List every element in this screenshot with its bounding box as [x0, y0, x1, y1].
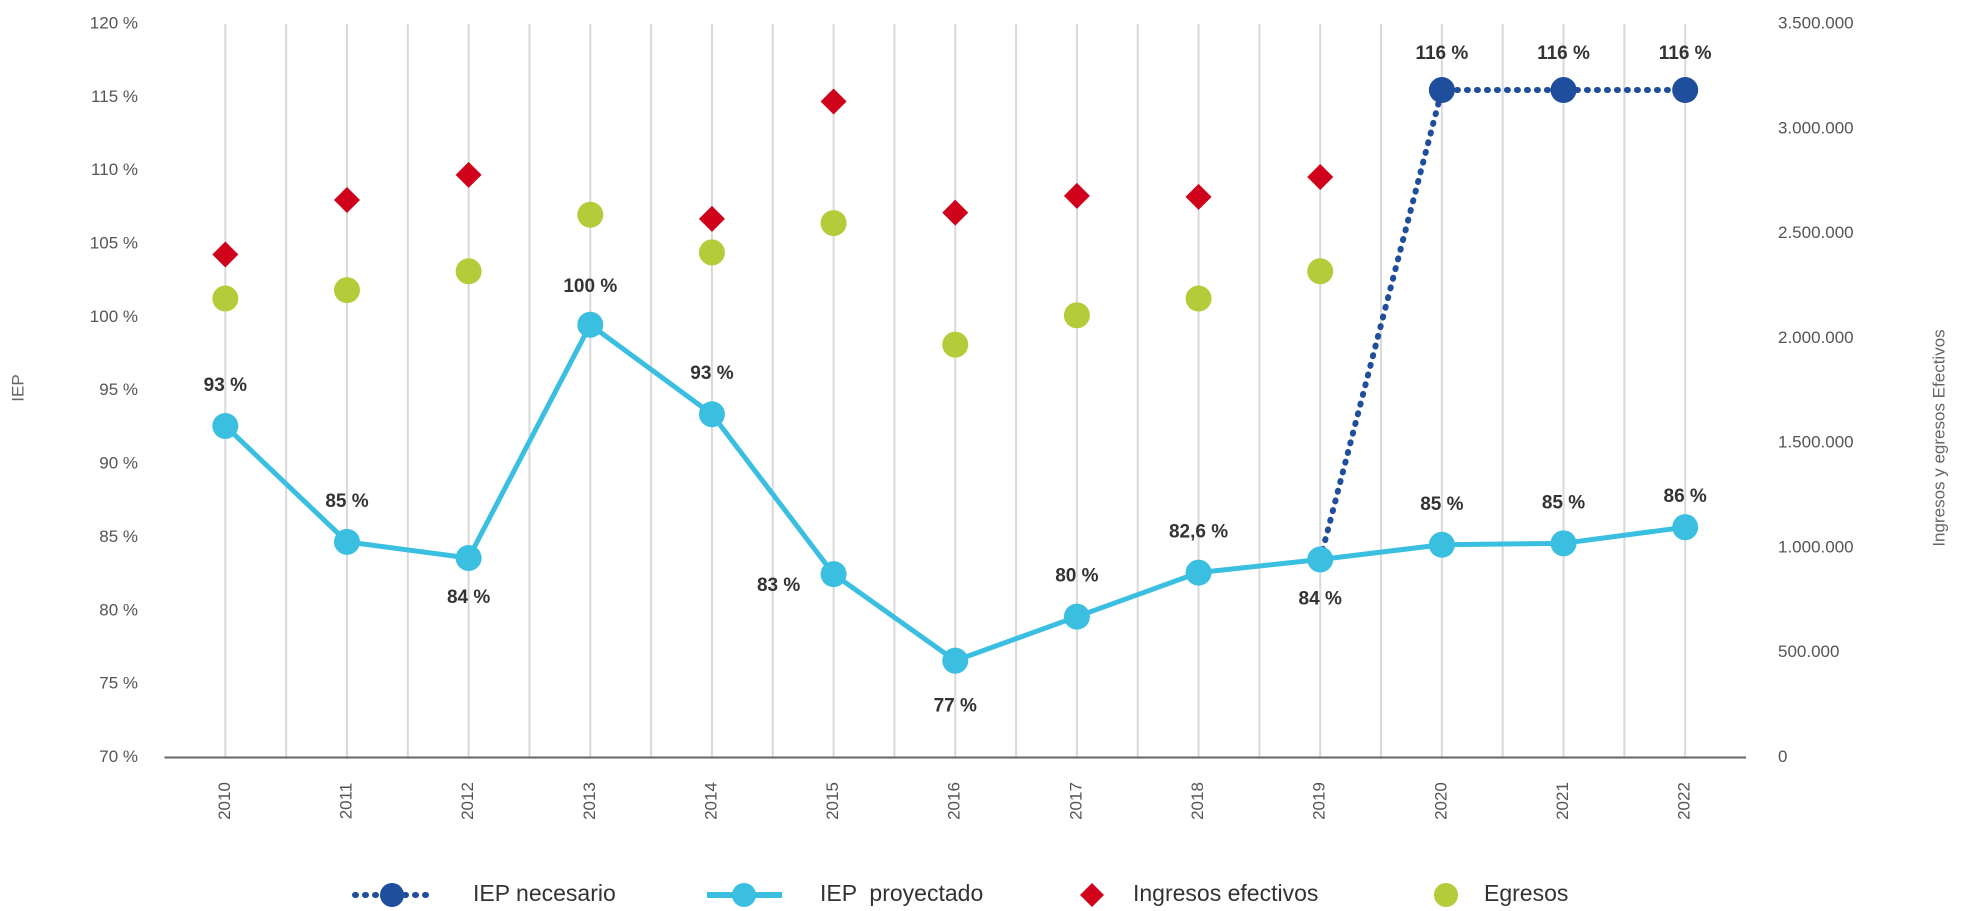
point-marker — [698, 401, 725, 428]
y-tick-label: 75 % — [99, 674, 138, 693]
data-label: 116 % — [1537, 43, 1590, 64]
x-tick-label: 2016 — [945, 782, 964, 820]
data-label: 116 % — [1659, 43, 1712, 64]
y2-tick-label: 500.000 — [1778, 642, 1839, 661]
point-marker — [212, 412, 239, 439]
diamond-marker — [1063, 182, 1090, 209]
y2-tick-label: 2.000.000 — [1778, 328, 1854, 347]
point-marker — [577, 201, 604, 228]
diamond-marker — [1185, 183, 1212, 210]
x-tick-label: 2017 — [1066, 782, 1085, 820]
legend-marker — [1434, 883, 1458, 907]
data-label: 84 % — [447, 587, 490, 608]
diamond-marker — [942, 199, 969, 226]
point-marker — [1672, 514, 1699, 541]
legend-label: Egresos — [1484, 880, 1568, 906]
data-label: 77 % — [934, 696, 977, 717]
point-marker — [455, 258, 482, 285]
legend-label: IEP necesario — [473, 880, 616, 906]
point-marker — [1550, 77, 1577, 104]
x-tick-label: 2021 — [1553, 782, 1572, 820]
point-marker — [455, 544, 482, 571]
y-tick-label: 70 % — [99, 747, 138, 766]
point-marker — [1428, 77, 1455, 104]
diamond-marker — [698, 205, 725, 232]
point-marker — [1063, 603, 1090, 630]
y-tick-label: 100 % — [90, 307, 138, 326]
point-marker — [1428, 531, 1455, 558]
data-label: 93 % — [690, 363, 733, 384]
y2-tick-label: 3.500.000 — [1778, 13, 1854, 32]
point-marker — [698, 239, 725, 266]
y-tick-label: 80 % — [99, 600, 138, 619]
y-tick-label: 115 % — [91, 87, 138, 106]
data-label: 82,6 % — [1169, 522, 1228, 543]
y-tick-label: 85 % — [99, 527, 138, 546]
data-label: 116 % — [1415, 43, 1468, 64]
diamond-marker — [1307, 163, 1334, 190]
data-label: 80 % — [1055, 566, 1098, 587]
x-tick-label: 2020 — [1431, 782, 1450, 820]
x-tick-label: 2010 — [215, 782, 234, 820]
x-tick-label: 2019 — [1310, 782, 1329, 820]
legend-marker — [1080, 883, 1104, 907]
point-marker — [1185, 285, 1212, 312]
y-axis-label: IEP — [8, 374, 27, 401]
y-tick-label: 110 % — [91, 160, 138, 179]
line — [1317, 87, 1689, 563]
x-tick-label: 2015 — [823, 782, 842, 820]
point-marker — [942, 331, 969, 358]
point-marker — [820, 210, 847, 237]
point-marker — [1307, 258, 1334, 285]
diamond-marker — [455, 161, 482, 188]
diamond-marker — [212, 241, 239, 268]
x-tick-label: 2011 — [336, 783, 355, 820]
data-label: 100 % — [563, 276, 617, 297]
x-tick-label: 2022 — [1675, 782, 1694, 820]
y-tick-label: 90 % — [99, 454, 138, 473]
y-tick-label: 120 % — [90, 13, 138, 32]
y2-tick-label: 2.500.000 — [1778, 223, 1854, 242]
point-marker — [577, 311, 604, 338]
y2-axis-label: Ingresos y egresos Efectivos — [1929, 329, 1948, 546]
y2-tick-label: 0 — [1778, 747, 1787, 766]
diamond-marker — [820, 88, 847, 115]
point-marker — [212, 285, 239, 312]
data-label: 86 % — [1664, 486, 1707, 507]
point-marker — [1307, 546, 1334, 573]
data-label: 83 % — [757, 575, 800, 596]
y2-tick-label: 1.500.000 — [1778, 433, 1854, 452]
data-label: 84 % — [1299, 588, 1342, 609]
x-tick-label: 2013 — [580, 782, 599, 820]
point-marker — [1185, 559, 1212, 586]
point-marker — [1063, 302, 1090, 329]
point-marker — [1672, 77, 1699, 104]
x-tick-label: 2018 — [1188, 782, 1207, 820]
y2-tick-label: 3.000.000 — [1778, 118, 1854, 137]
x-tick-label: 2014 — [701, 782, 720, 820]
legend-marker — [732, 883, 756, 907]
diamond-marker — [333, 187, 360, 214]
x-tick-label: 2012 — [458, 782, 477, 820]
point-marker — [1550, 530, 1577, 557]
point-marker — [333, 277, 360, 304]
legend-marker — [380, 883, 404, 907]
data-label: 93 % — [204, 375, 247, 396]
legend-label: IEP proyectado — [820, 880, 983, 906]
point-marker — [333, 528, 360, 555]
y-tick-label: 95 % — [99, 380, 138, 399]
y-tick-label: 105 % — [90, 234, 138, 253]
data-label: 85 % — [325, 491, 368, 512]
data-label: 85 % — [1420, 494, 1463, 515]
point-marker — [942, 647, 969, 674]
y2-tick-label: 1.000.000 — [1778, 537, 1854, 556]
legend-label: Ingresos efectivos — [1133, 880, 1318, 906]
data-label: 85 % — [1542, 492, 1585, 513]
point-marker — [820, 561, 847, 588]
